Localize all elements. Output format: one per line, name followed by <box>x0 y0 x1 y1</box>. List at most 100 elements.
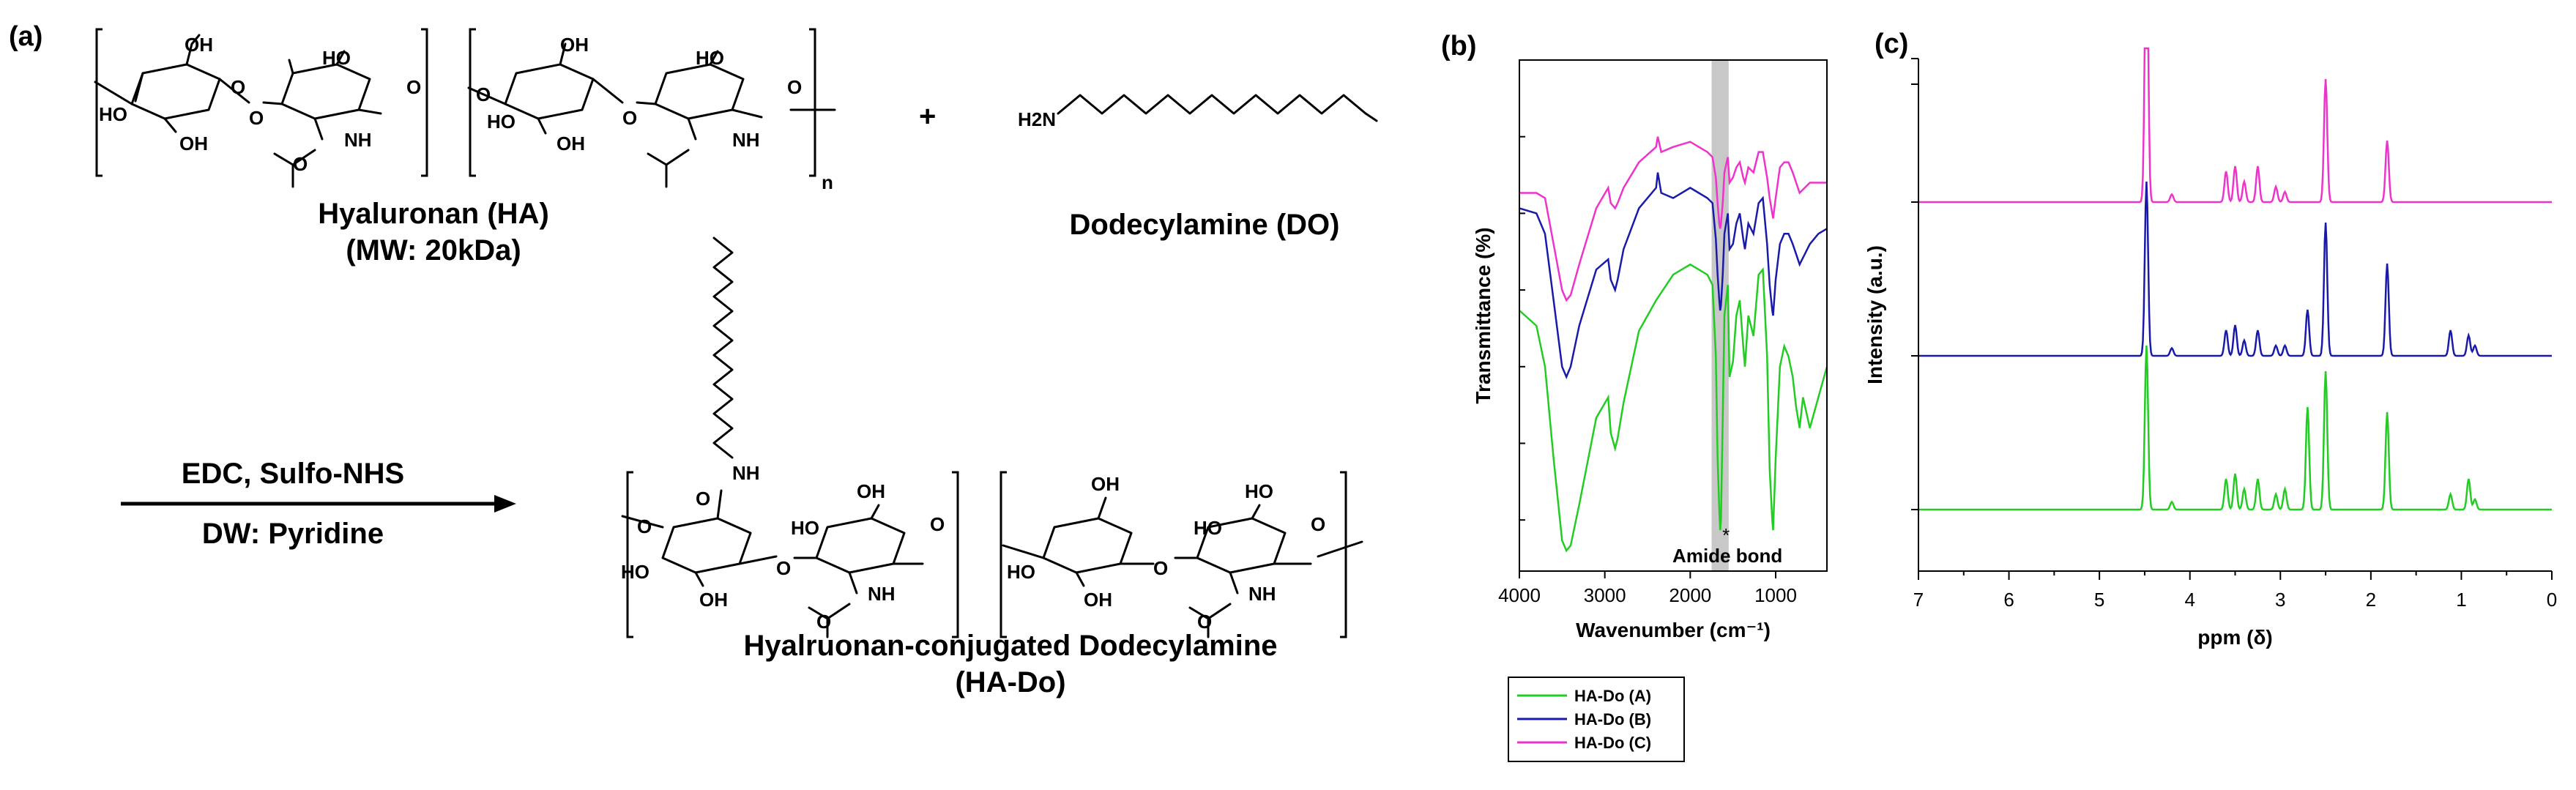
atom-o: O <box>406 76 421 98</box>
atom-oh: OH <box>556 133 585 154</box>
repeat-subscript: n <box>822 171 833 193</box>
atom-oh: OH <box>185 34 213 56</box>
product-structure: NH O O HO OH O OH HO O NH O OH <box>621 236 1363 638</box>
atom-o: O <box>696 488 710 510</box>
product-bracket-r <box>952 471 959 638</box>
amine-group: H2N <box>1018 108 1056 130</box>
ftir-ylabel: Transmittance (%) <box>1472 227 1494 403</box>
acetyl <box>273 149 316 188</box>
product-ring2 <box>815 517 906 574</box>
atom-nh: NH <box>732 129 760 151</box>
atom-ho: HO <box>696 47 724 69</box>
atom-oh: OH <box>699 589 728 611</box>
ha-name: Hyaluronan (HA) <box>318 198 549 230</box>
ring2-bonds <box>262 50 382 141</box>
atom-nh: NH <box>1248 583 1276 605</box>
atom-o: O <box>816 611 831 633</box>
nmr-series-group <box>1918 47 2552 511</box>
product-bracket-l2 <box>999 471 1007 638</box>
x-tick-label: 3000 <box>1584 584 1626 606</box>
plus-sign: + <box>919 100 936 133</box>
nmr-ylabel: Intensity (a.u.) <box>1864 245 1886 384</box>
product-acetyl-2 <box>1188 603 1232 638</box>
x-tick-label: 4000 <box>1498 584 1541 606</box>
atom-ho: HO <box>322 47 351 69</box>
atom-o: O <box>776 557 791 579</box>
atom-oh: OH <box>1084 589 1112 611</box>
ftir-x-ticks: 4000 3000 2000 1000 <box>1498 135 1797 606</box>
nmr-axes: 7 6 5 4 3 2 1 0 <box>1911 58 2557 611</box>
acetyl-2 <box>647 149 690 188</box>
x-tick-label: 5 <box>2094 589 2104 611</box>
atom-o: O <box>231 76 245 98</box>
atom-ho: HO <box>487 111 515 133</box>
ring4-bonds <box>636 50 836 141</box>
nmr-series-line <box>1918 345 2552 511</box>
legend-label-c: HA-Do (C) <box>1574 734 1651 752</box>
atom-oh: OH <box>1091 473 1120 495</box>
panel-a: (a) OH O HO OH O HO <box>9 21 1378 698</box>
x-tick-label: 7 <box>1913 589 1924 611</box>
atom-o: O <box>787 76 802 98</box>
ftir-series-line <box>1519 136 1827 302</box>
x-tick-label: 4 <box>2184 589 2195 611</box>
bracket-right <box>421 28 428 177</box>
arrow-head <box>494 495 516 513</box>
do-name: Dodecylamine (DO) <box>1070 209 1340 241</box>
atom-ho: HO <box>791 517 819 539</box>
bracket-right-2 <box>809 28 816 177</box>
atom-oh: OH <box>179 133 208 154</box>
panel-c: (c) 7 6 5 4 3 2 1 0 ppm (δ) Intensity (a.u.) <box>1864 29 2557 649</box>
product-name-line1: Hyalruonan-conjugated Dodecylamine <box>743 630 1277 662</box>
atom-nh: NH <box>344 129 372 151</box>
reagent-bottom: DW: Pyridine <box>202 518 384 550</box>
ftir-plot-frame <box>1519 59 1828 572</box>
panel-b: (b) 4000 3000 2000 1000 * Amide bond Wavenu… <box>1441 31 1828 762</box>
ftir-xlabel: Wavenumber (cm⁻¹) <box>1576 619 1771 641</box>
atom-o: O <box>637 515 652 537</box>
x-tick-label: 3 <box>2275 589 2285 611</box>
ring-glucosamine-2 <box>654 63 745 120</box>
atom-oh: OH <box>560 34 589 56</box>
atom-o: O <box>1153 557 1168 579</box>
atom-ho: HO <box>621 561 649 583</box>
atom-o: O <box>476 83 491 105</box>
dodecylamine-structure: H2N <box>1018 94 1378 130</box>
ring3-bonds <box>467 42 624 135</box>
atom-oh: OH <box>857 480 885 502</box>
bracket-left-2 <box>469 28 476 177</box>
x-tick-label: 6 <box>2003 589 2014 611</box>
alkyl-chain <box>1057 94 1378 122</box>
product-ring4-bonds <box>1174 504 1363 595</box>
atom-o: O <box>1197 611 1212 633</box>
atom-ho: HO <box>99 103 127 125</box>
panel-a-label: (a) <box>9 21 42 52</box>
ha-mw: (MW: 20kDa) <box>346 234 521 267</box>
atom-ho: HO <box>1007 561 1035 583</box>
atom-o: O <box>930 513 945 535</box>
atom-o: O <box>249 107 264 129</box>
product-ring1-bonds <box>621 489 778 587</box>
amide-marker: * <box>1722 524 1730 546</box>
ftir-series-group <box>1519 136 1828 553</box>
x-tick-label: 0 <box>2547 589 2557 611</box>
ring-glucosamine <box>280 63 371 120</box>
ftir-legend: HA-Do (A) HA-Do (B) HA-Do (C) <box>1508 677 1685 762</box>
panel-c-label: (c) <box>1875 29 1908 59</box>
ring-bonds <box>94 42 250 133</box>
atom-ho: HO <box>1245 480 1273 502</box>
ha-structure-top: OH O HO OH O HO O NH O O OH HO OH O HO O… <box>94 28 836 193</box>
ftir-series-line <box>1519 263 1828 553</box>
nmr-series-line <box>1918 47 2552 204</box>
product-bracket-r2 <box>1340 471 1347 638</box>
ring-glucuronic <box>130 63 221 120</box>
x-tick-label: 1 <box>2456 589 2466 611</box>
product-ring3 <box>1042 517 1133 574</box>
x-tick-label: 1000 <box>1754 584 1797 606</box>
product-ring2-bonds <box>793 504 924 595</box>
amide-annotation: Amide bond <box>1672 545 1782 567</box>
atom-ho: HO <box>1194 517 1222 539</box>
legend-label-a: HA-Do (A) <box>1574 687 1651 705</box>
